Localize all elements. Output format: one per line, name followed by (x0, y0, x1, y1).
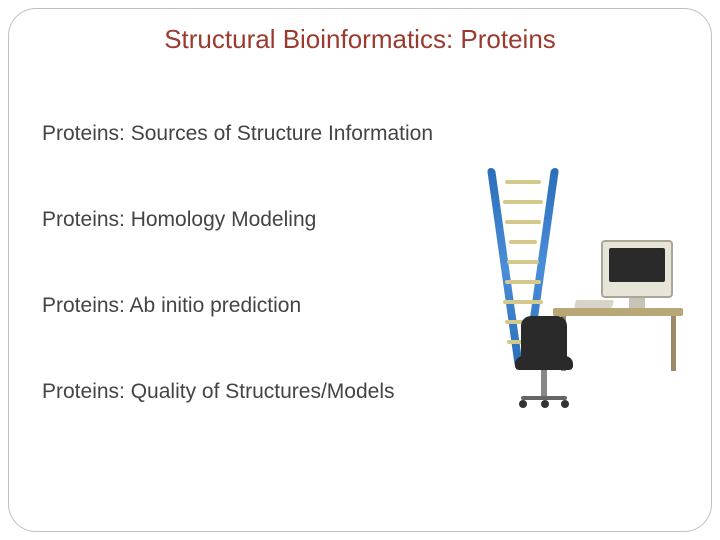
desk-leg-icon (671, 316, 676, 371)
monitor-icon (601, 240, 673, 298)
monitor-stand-icon (629, 298, 645, 308)
keyboard-icon (574, 300, 614, 308)
chair-wheel-icon (541, 400, 549, 408)
chair-seat-icon (515, 356, 573, 370)
list-item: Proteins: Ab initio prediction (42, 294, 301, 318)
chair-wheel-icon (561, 400, 569, 408)
desk-icon (553, 308, 683, 316)
page-title: Structural Bioinformatics: Proteins (0, 24, 720, 55)
chair-back-icon (521, 316, 567, 360)
list-item: Proteins: Homology Modeling (42, 208, 316, 232)
list-item: Proteins: Sources of Structure Informati… (42, 122, 433, 146)
chair-wheel-icon (519, 400, 527, 408)
list-item: Proteins: Quality of Structures/Models (42, 380, 394, 404)
chair-pole-icon (541, 370, 547, 398)
illustration (453, 168, 688, 428)
